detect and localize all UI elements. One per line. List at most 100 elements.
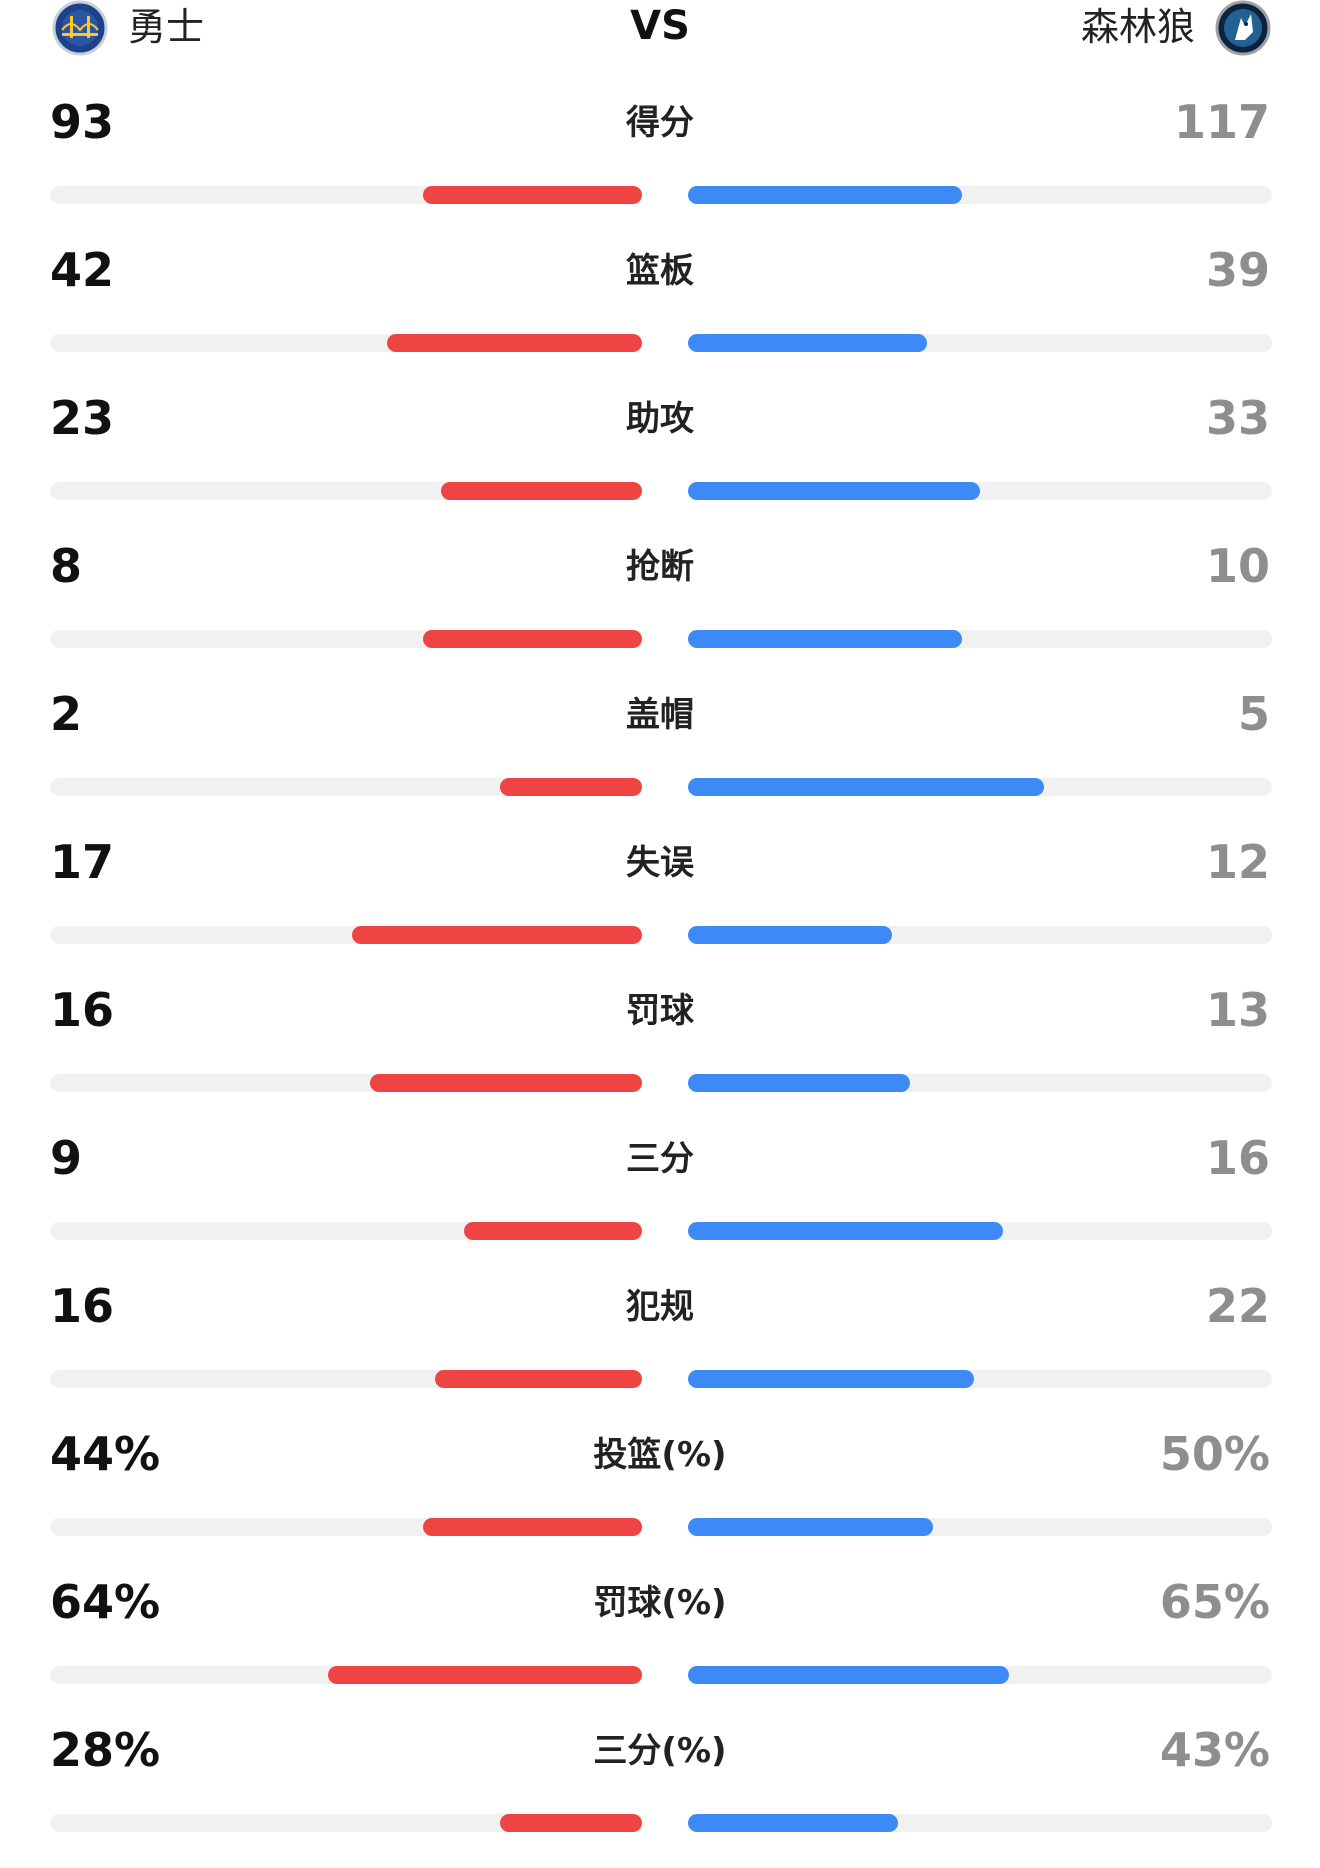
home-stat-bar-track	[50, 1518, 642, 1536]
home-stat-value: 2	[50, 687, 83, 741]
away-stat-value: 50%	[1159, 1427, 1270, 1481]
vs-label: VS	[630, 3, 690, 49]
stat-label: 犯规	[626, 1287, 694, 1327]
stat-label: 罚球	[626, 991, 694, 1031]
home-stat-value: 23	[50, 391, 115, 445]
home-stat-bar	[422, 186, 642, 204]
stat-row: 93 得分 117	[0, 92, 1320, 240]
home-stat-bar	[440, 482, 642, 500]
away-stat-value: 16	[1205, 1131, 1270, 1185]
stat-label: 三分	[626, 1139, 694, 1179]
stat-row: 64% 罚球(%) 65%	[0, 1572, 1320, 1720]
away-stat-bar	[688, 778, 1045, 796]
home-stat-bar-track	[50, 186, 642, 204]
away-stat-value: 10	[1205, 539, 1270, 593]
home-stat-value: 16	[50, 1279, 115, 1333]
away-stat-value: 13	[1205, 983, 1270, 1037]
home-stat-value: 17	[50, 835, 115, 889]
away-stat-bar-track	[688, 1074, 1272, 1092]
away-stat-bar	[688, 630, 963, 648]
away-stat-bar	[688, 186, 963, 204]
home-stat-value: 42	[50, 243, 115, 297]
home-stat-bar	[351, 926, 642, 944]
stat-row: 8 抢断 10	[0, 536, 1320, 684]
away-stat-bar-track	[688, 334, 1272, 352]
stat-label: 盖帽	[626, 695, 694, 735]
away-stat-bar-track	[688, 778, 1272, 796]
home-stat-value: 28%	[50, 1723, 161, 1777]
home-stat-value: 93	[50, 95, 115, 149]
home-stat-value: 8	[50, 539, 83, 593]
away-stat-bar-track	[688, 1518, 1272, 1536]
away-stat-value: 22	[1205, 1279, 1270, 1333]
away-stat-value: 117	[1173, 95, 1270, 149]
stat-row: 2 盖帽 5	[0, 684, 1320, 832]
matchup-header: 勇士 VS 森林狼	[0, 0, 1320, 60]
away-stat-value: 12	[1205, 835, 1270, 889]
home-stat-bar-track	[50, 1370, 642, 1388]
stat-label: 抢断	[626, 547, 694, 587]
home-stat-bar-track	[50, 1222, 642, 1240]
home-stat-bar-track	[50, 1074, 642, 1092]
home-stat-bar-track	[50, 1814, 642, 1832]
home-stat-bar	[499, 778, 642, 796]
away-stat-value: 33	[1205, 391, 1270, 445]
away-stat-bar	[688, 482, 980, 500]
home-stat-bar-track	[50, 630, 642, 648]
away-team-name[interactable]: 森林狼	[1080, 5, 1195, 49]
stat-label: 罚球(%)	[593, 1583, 727, 1623]
stat-row: 16 罚球 13	[0, 980, 1320, 1128]
stats-list: 93 得分 117 42 篮板 39 23 助攻 33 8 抢断 10 2 盖帽 5 17 失误 12 16 罚球 13…	[0, 92, 1320, 1868]
stat-row: 9 三分 16	[0, 1128, 1320, 1276]
away-stat-bar	[688, 1518, 934, 1536]
away-stat-bar-track	[688, 926, 1272, 944]
home-stat-bar	[422, 630, 642, 648]
away-stat-value: 43%	[1159, 1723, 1270, 1777]
away-stat-bar	[688, 334, 928, 352]
away-stat-bar	[688, 1222, 1004, 1240]
away-stat-bar-track	[688, 1222, 1272, 1240]
home-stat-bar	[387, 334, 642, 352]
home-stat-bar-track	[50, 334, 642, 352]
home-stat-bar-track	[50, 1666, 642, 1684]
home-stat-bar	[369, 1074, 642, 1092]
away-stat-value: 65%	[1159, 1575, 1270, 1629]
home-stat-bar-track	[50, 926, 642, 944]
home-stat-value: 64%	[50, 1575, 161, 1629]
away-stat-bar	[688, 1074, 910, 1092]
warriors-logo-icon	[52, 0, 108, 56]
stat-label: 篮板	[626, 251, 694, 291]
stat-label: 助攻	[626, 399, 694, 439]
home-stat-value: 44%	[50, 1427, 161, 1481]
away-stat-bar	[688, 1666, 1010, 1684]
away-stat-bar-track	[688, 186, 1272, 204]
away-stat-bar-track	[688, 1666, 1272, 1684]
home-stat-bar	[499, 1814, 642, 1832]
timberwolves-logo-icon	[1215, 0, 1271, 56]
home-stat-bar-track	[50, 778, 642, 796]
stat-row: 23 助攻 33	[0, 388, 1320, 536]
away-stat-bar-track	[688, 1370, 1272, 1388]
stat-label: 投篮(%)	[593, 1435, 727, 1475]
stat-label: 失误	[626, 843, 694, 883]
stat-label: 三分(%)	[593, 1731, 727, 1771]
home-stat-bar-track	[50, 482, 642, 500]
away-stat-bar-track	[688, 630, 1272, 648]
away-stat-value: 5	[1237, 687, 1270, 741]
home-stat-bar	[464, 1222, 642, 1240]
away-stat-bar	[688, 926, 893, 944]
home-stat-bar	[422, 1518, 642, 1536]
home-team-name[interactable]: 勇士	[128, 5, 205, 49]
home-stat-value: 16	[50, 983, 115, 1037]
stat-row: 16 犯规 22	[0, 1276, 1320, 1424]
home-stat-bar	[328, 1666, 642, 1684]
stat-row: 28% 三分(%) 43%	[0, 1720, 1320, 1868]
away-stat-value: 39	[1205, 243, 1270, 297]
home-stat-value: 9	[50, 1131, 83, 1185]
stat-row: 44% 投篮(%) 50%	[0, 1424, 1320, 1572]
home-stat-bar	[434, 1370, 642, 1388]
away-stat-bar	[688, 1814, 899, 1832]
stat-row: 42 篮板 39	[0, 240, 1320, 388]
away-stat-bar-track	[688, 1814, 1272, 1832]
stat-label: 得分	[626, 103, 694, 143]
